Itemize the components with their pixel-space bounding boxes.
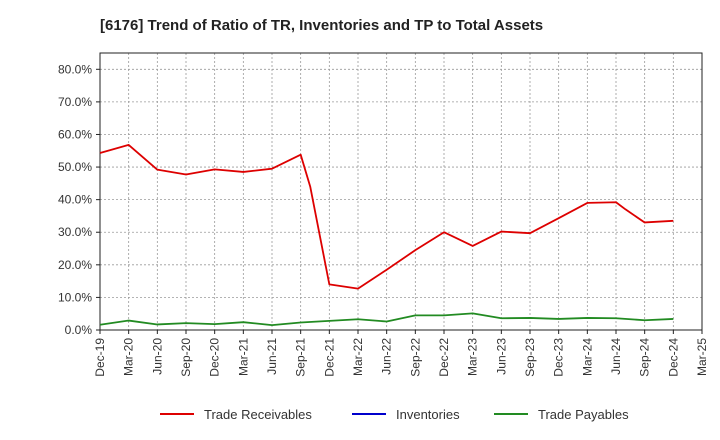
x-tick-label: Dec-21 — [322, 338, 336, 377]
series-line-trade-receivables — [99, 144, 674, 290]
series-lines — [99, 144, 674, 327]
plot-area-frame — [99, 52, 703, 331]
y-tick-label: 80.0% — [58, 62, 92, 76]
chart-title: [6176] Trend of Ratio of TR, Inventories… — [100, 17, 543, 34]
y-tick-label: 10.0% — [58, 290, 92, 304]
legend: Trade Receivables Inventories Trade Payabl… — [160, 407, 629, 422]
y-tick-label: 50.0% — [58, 160, 92, 174]
x-tick-label: Jun-21 — [265, 338, 279, 375]
x-tick-label: Sep-24 — [638, 338, 652, 377]
legend-label: Trade Receivables — [204, 407, 312, 422]
x-tick-label: Mar-20 — [122, 338, 136, 376]
x-tick-label: Dec-24 — [666, 338, 680, 377]
x-tick-label: Jun-20 — [150, 338, 164, 375]
x-tick-label: Sep-23 — [523, 338, 537, 377]
x-tick-label: Dec-20 — [208, 338, 222, 377]
y-tick-label: 0.0% — [65, 323, 93, 337]
x-tick-label: Mar-21 — [236, 338, 250, 376]
x-tick-label: Mar-24 — [580, 338, 594, 376]
legend-label: Trade Payables — [538, 407, 629, 422]
x-axis: Dec-19 Mar-20 Jun-20 Sep-20 Dec-20 Mar-21 Jun-… — [93, 330, 709, 377]
x-tick-label: Jun-22 — [380, 338, 394, 375]
x-tick-label: Jun-24 — [609, 338, 623, 375]
x-tick-label: Sep-20 — [179, 338, 193, 377]
y-axis: 0.0% 10.0% 20.0% 30.0% 40.0% 50.0% 60.0% 70.0% 8… — [58, 62, 100, 337]
x-tick-label: Mar-25 — [695, 338, 709, 376]
y-tick-label: 30.0% — [58, 225, 92, 239]
y-tick-label: 70.0% — [58, 95, 92, 109]
x-tick-label: Mar-22 — [351, 338, 365, 376]
y-tick-label: 60.0% — [58, 127, 92, 141]
legend-label: Inventories — [396, 407, 460, 422]
x-tick-label: Dec-22 — [437, 338, 451, 377]
y-tick-label: 40.0% — [58, 193, 92, 207]
x-tick-label: Sep-21 — [294, 338, 308, 377]
x-tick-label: Mar-23 — [466, 338, 480, 376]
grid-lines — [99, 53, 703, 331]
y-tick-label: 20.0% — [58, 258, 92, 272]
legend-item-trade-payables: Trade Payables — [494, 407, 629, 422]
x-tick-label: Dec-19 — [93, 338, 107, 377]
legend-item-trade-receivables: Trade Receivables — [160, 407, 312, 422]
legend-item-inventories: Inventories — [352, 407, 460, 422]
series-line-trade-payables — [99, 312, 674, 327]
x-tick-label: Jun-23 — [494, 338, 508, 375]
x-tick-label: Dec-23 — [552, 338, 566, 377]
x-tick-label: Sep-22 — [408, 338, 422, 377]
